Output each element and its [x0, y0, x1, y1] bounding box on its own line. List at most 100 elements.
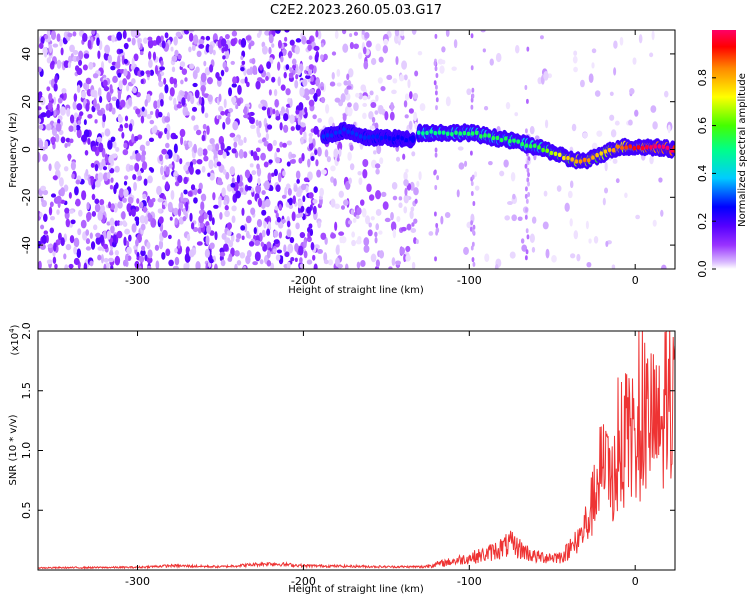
noise-blob [96, 136, 103, 143]
y-tick-label: 1.0 [20, 442, 33, 460]
ridge-peak [541, 147, 545, 153]
ridge-peak [636, 145, 641, 150]
noise-blob [76, 128, 82, 139]
noise-blob [146, 241, 151, 250]
noise-blob [42, 189, 49, 196]
noise-blob [206, 76, 213, 85]
noise-blob [266, 124, 273, 130]
noise-blob [244, 169, 251, 179]
noise-blob [149, 69, 155, 76]
noise-blob [288, 204, 294, 210]
noise-blob [50, 215, 56, 221]
noise-blob [378, 230, 383, 235]
noise-blob [147, 39, 154, 49]
noise-blob [50, 30, 57, 41]
noise-blob [107, 54, 113, 64]
noise-blob [470, 180, 474, 186]
noise-blob [83, 262, 88, 269]
noise-blob [258, 120, 262, 129]
noise-blob [110, 65, 116, 71]
noise-blob [188, 32, 194, 42]
noise-blob [73, 124, 77, 133]
noise-blob [404, 93, 410, 101]
noise-blob [368, 110, 374, 120]
noise-blob [174, 49, 179, 57]
noise-blob [85, 169, 89, 177]
noise-blob [54, 263, 58, 269]
noise-blob [303, 239, 307, 248]
noise-blob [154, 64, 159, 75]
noise-blob [76, 103, 83, 111]
noise-blob [596, 130, 603, 137]
noise-blob [97, 50, 101, 60]
noise-blob [218, 105, 224, 112]
ridge-peak [528, 144, 533, 149]
noise-blob [551, 255, 557, 263]
noise-blob [222, 55, 226, 60]
noise-blob [472, 261, 476, 267]
noise-blob [295, 222, 300, 230]
noise-blob [334, 221, 338, 231]
noise-blob [347, 68, 354, 78]
noise-blob [173, 78, 178, 85]
noise-blob [128, 164, 134, 171]
noise-blob [127, 37, 132, 42]
noise-blob [284, 186, 288, 197]
noise-blob [378, 105, 384, 115]
ridge-peak [549, 150, 554, 156]
x-tick-label: -300 [125, 274, 150, 287]
noise-blob [192, 70, 198, 80]
ridge-peak [445, 131, 450, 136]
noise-blob [183, 30, 190, 35]
noise-blob [304, 106, 308, 114]
noise-blob [63, 184, 69, 192]
noise-blob [383, 38, 389, 46]
noise-blob [388, 266, 393, 269]
noise-blob [299, 257, 303, 264]
noise-blob [435, 97, 439, 103]
noise-blob [511, 214, 517, 222]
noise-blob [224, 49, 230, 60]
noise-blob [188, 165, 192, 172]
noise-blob [181, 97, 186, 106]
noise-blob [382, 201, 389, 210]
noise-blob [294, 243, 299, 252]
noise-blob [270, 262, 275, 269]
noise-blob [46, 86, 51, 92]
noise-blob [173, 207, 179, 216]
noise-blob [140, 154, 146, 163]
noise-blob [119, 220, 123, 226]
noise-blob [218, 164, 225, 173]
noise-blob [369, 90, 374, 96]
noise-blob [133, 135, 139, 142]
noise-blob [544, 119, 549, 129]
noise-blob [564, 202, 570, 212]
noise-blob [457, 146, 464, 151]
noise-blob [351, 231, 356, 238]
noise-blob [190, 184, 196, 191]
noise-blob [609, 91, 614, 97]
noise-blob [73, 237, 80, 248]
noise-blob [525, 228, 529, 234]
noise-blob [118, 188, 125, 198]
noise-blob [193, 188, 198, 196]
y-tick-label: 1.5 [20, 382, 33, 400]
noise-blob [39, 212, 43, 218]
noise-blob [203, 60, 207, 67]
noise-blob [223, 243, 229, 252]
noise-blob [173, 97, 177, 106]
noise-blob [248, 241, 255, 247]
noise-blob [196, 50, 202, 58]
noise-blob [375, 259, 380, 268]
noise-blob [90, 162, 95, 168]
noise-blob [94, 163, 99, 172]
noise-blob [293, 184, 298, 193]
noise-blob [158, 92, 164, 102]
noise-blob [389, 111, 395, 121]
noise-blob [435, 230, 438, 236]
noise-blob [275, 116, 281, 121]
noise-blob [70, 219, 76, 225]
noise-blob [268, 89, 272, 96]
noise-blob [161, 175, 166, 180]
noise-blob [281, 194, 287, 199]
